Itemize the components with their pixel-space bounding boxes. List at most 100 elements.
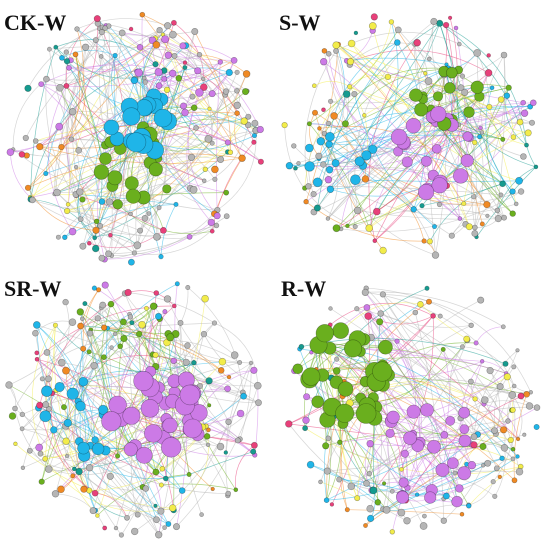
network-node <box>332 367 341 375</box>
network-edge <box>322 374 342 501</box>
network-node <box>186 471 192 477</box>
network-edge <box>136 70 209 140</box>
network-node <box>8 412 17 420</box>
network-edge <box>82 289 99 349</box>
network-node <box>103 119 120 136</box>
network-node <box>500 443 509 452</box>
network-node <box>225 418 232 425</box>
network-edge <box>470 381 506 448</box>
network-node <box>446 457 459 469</box>
network-node <box>205 427 211 433</box>
network-node <box>209 140 215 146</box>
network-node <box>141 215 149 222</box>
network-edge <box>75 32 123 195</box>
network-edge <box>104 327 222 371</box>
network-node <box>89 507 97 515</box>
network-node <box>302 416 310 424</box>
network-edge <box>211 141 255 232</box>
network-edge <box>29 450 90 470</box>
network-node <box>385 428 395 438</box>
network-edge <box>380 313 472 328</box>
network-node <box>223 213 230 220</box>
network-node <box>142 485 150 492</box>
network-edge <box>55 46 165 79</box>
network-node <box>330 112 338 120</box>
network-node <box>457 216 463 221</box>
network-node <box>248 360 254 366</box>
network-edge <box>123 338 156 367</box>
network-edge <box>54 52 67 195</box>
network-node <box>64 453 70 459</box>
network-node <box>77 441 90 455</box>
network-node <box>73 164 79 170</box>
network-node <box>129 320 135 326</box>
network-node <box>162 309 168 315</box>
network-node <box>323 497 330 504</box>
network-node <box>363 523 368 528</box>
network-edge <box>470 54 505 228</box>
network-node <box>91 436 99 444</box>
network-node <box>507 436 514 444</box>
network-node <box>18 151 26 158</box>
network-edge <box>55 389 162 486</box>
nodes-r-w <box>285 285 541 535</box>
network-node <box>497 96 505 103</box>
network-node <box>138 320 146 329</box>
network-edge <box>22 392 241 440</box>
network-node <box>306 460 315 469</box>
network-edge <box>8 304 103 386</box>
network-node <box>242 70 251 78</box>
network-node <box>170 357 177 364</box>
network-node <box>368 22 377 30</box>
network-edge <box>27 187 97 231</box>
network-edge <box>115 403 166 529</box>
network-node <box>175 75 183 82</box>
network-node <box>517 188 525 195</box>
network-node <box>432 91 444 102</box>
network-node <box>301 367 321 386</box>
network-node <box>131 250 137 256</box>
network-node <box>325 140 333 148</box>
network-node <box>75 400 86 412</box>
network-node <box>204 433 211 440</box>
network-node <box>403 431 417 445</box>
network-node <box>191 27 199 35</box>
network-edge <box>56 192 159 238</box>
network-edge <box>304 86 350 189</box>
network-node <box>281 121 288 129</box>
network-node <box>155 82 163 89</box>
network-edge <box>94 234 138 246</box>
network-node <box>397 508 406 517</box>
network-node <box>467 378 474 385</box>
network-node <box>453 168 469 184</box>
network-node <box>43 170 49 177</box>
network-node <box>483 201 491 209</box>
network-node <box>379 291 387 298</box>
network-node <box>124 514 130 521</box>
network-node <box>463 106 475 118</box>
network-node <box>122 107 141 126</box>
network-edge <box>526 145 537 168</box>
nodes-ck-w <box>6 11 264 266</box>
network-node <box>213 222 220 229</box>
network-edge <box>320 93 355 142</box>
network-node <box>393 146 404 157</box>
network-node <box>500 324 506 330</box>
network-node <box>372 207 381 216</box>
network-node <box>311 83 317 88</box>
network-edge <box>336 370 402 513</box>
network-node <box>161 35 170 44</box>
network-edge <box>401 434 511 470</box>
network-node <box>471 194 477 200</box>
network-node <box>161 75 168 82</box>
network-node <box>141 75 147 81</box>
network-node <box>489 85 495 91</box>
network-node <box>347 39 356 48</box>
network-node <box>186 233 193 240</box>
network-node <box>72 51 79 58</box>
network-edge <box>316 367 504 431</box>
network-edge <box>386 495 447 511</box>
network-edge <box>368 132 529 229</box>
network-node <box>374 499 381 506</box>
network-edge <box>254 385 259 456</box>
